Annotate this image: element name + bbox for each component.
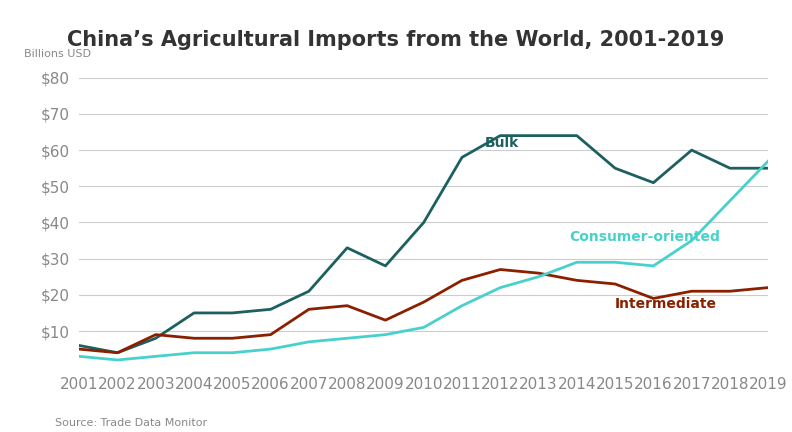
Text: Bulk: Bulk (485, 136, 520, 149)
Text: Consumer-oriented: Consumer-oriented (569, 229, 720, 244)
Text: Billions USD: Billions USD (24, 49, 91, 59)
Text: Intermediate: Intermediate (615, 296, 717, 311)
Text: China’s Agricultural Imports from the World, 2001-2019: China’s Agricultural Imports from the Wo… (67, 30, 725, 50)
Text: Source: Trade Data Monitor: Source: Trade Data Monitor (55, 418, 208, 428)
